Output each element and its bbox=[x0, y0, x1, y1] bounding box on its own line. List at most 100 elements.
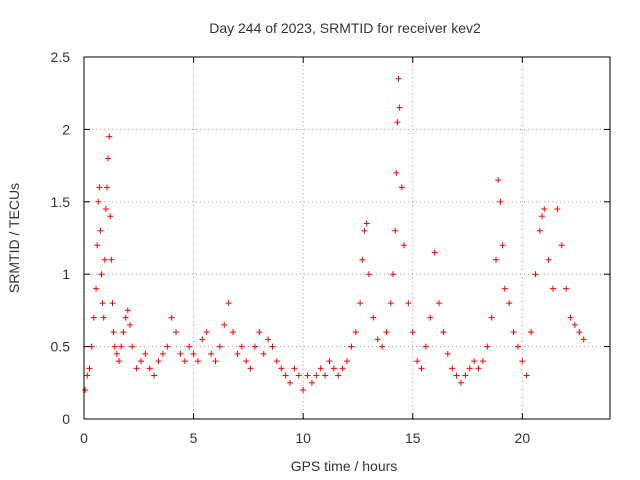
data-point bbox=[418, 365, 425, 372]
data-point bbox=[501, 285, 508, 292]
data-point bbox=[488, 314, 495, 321]
data-point bbox=[313, 372, 320, 379]
x-tick-label: 5 bbox=[190, 430, 198, 446]
data-point bbox=[374, 336, 381, 343]
data-point bbox=[484, 343, 491, 350]
data-point bbox=[109, 300, 116, 307]
data-point bbox=[287, 379, 294, 386]
data-point bbox=[194, 358, 201, 365]
data-point bbox=[427, 314, 434, 321]
data-point bbox=[238, 343, 245, 350]
data-point bbox=[394, 119, 401, 126]
data-point bbox=[393, 169, 400, 176]
data-point bbox=[554, 206, 561, 213]
data-point bbox=[462, 372, 469, 379]
data-point bbox=[113, 350, 120, 357]
x-tick-label: 20 bbox=[515, 430, 531, 446]
data-point bbox=[400, 242, 407, 249]
data-point bbox=[111, 343, 118, 350]
data-point bbox=[308, 379, 315, 386]
data-point bbox=[146, 365, 153, 372]
data-point bbox=[168, 314, 175, 321]
data-point bbox=[110, 329, 117, 336]
data-point bbox=[317, 365, 324, 372]
data-point bbox=[273, 358, 280, 365]
data-point bbox=[457, 379, 464, 386]
data-point bbox=[181, 358, 188, 365]
data-point bbox=[409, 329, 416, 336]
data-point bbox=[291, 365, 298, 372]
data-point bbox=[129, 343, 136, 350]
x-tick-label: 0 bbox=[80, 430, 88, 446]
data-point bbox=[571, 321, 578, 328]
data-point bbox=[278, 365, 285, 372]
data-point bbox=[122, 314, 129, 321]
chart-title: Day 244 of 2023, SRMTID for receiver kev… bbox=[209, 20, 481, 36]
data-point bbox=[495, 177, 502, 184]
data-point bbox=[466, 365, 473, 372]
data-point bbox=[436, 300, 443, 307]
data-point bbox=[101, 256, 108, 263]
data-point bbox=[339, 365, 346, 372]
data-point bbox=[95, 198, 102, 205]
data-point bbox=[203, 329, 210, 336]
data-point bbox=[265, 336, 272, 343]
data-point bbox=[199, 336, 206, 343]
data-point bbox=[155, 358, 162, 365]
grid-lines bbox=[84, 57, 610, 419]
data-point bbox=[221, 321, 228, 328]
data-point bbox=[330, 365, 337, 372]
data-point bbox=[396, 104, 403, 111]
y-tick-label: 1.5 bbox=[51, 194, 71, 210]
data-point bbox=[230, 329, 237, 336]
x-tick-label: 10 bbox=[295, 430, 311, 446]
data-point bbox=[493, 256, 500, 263]
data-point bbox=[348, 343, 355, 350]
data-point bbox=[379, 343, 386, 350]
data-point bbox=[96, 184, 103, 191]
data-point bbox=[102, 206, 109, 213]
data-point bbox=[335, 372, 342, 379]
data-point bbox=[398, 184, 405, 191]
data-point bbox=[142, 350, 149, 357]
data-point bbox=[105, 155, 112, 162]
data-point bbox=[576, 329, 583, 336]
data-point bbox=[475, 365, 482, 372]
data-point bbox=[567, 314, 574, 321]
data-point bbox=[251, 343, 258, 350]
data-point bbox=[506, 300, 513, 307]
data-point bbox=[558, 242, 565, 249]
data-point bbox=[471, 358, 478, 365]
data-point bbox=[536, 227, 543, 234]
data-point bbox=[100, 314, 107, 321]
data-point bbox=[370, 314, 377, 321]
data-point bbox=[225, 300, 232, 307]
data-point bbox=[99, 300, 106, 307]
data-point bbox=[395, 75, 402, 82]
data-point bbox=[86, 365, 93, 372]
data-point bbox=[422, 343, 429, 350]
data-point bbox=[269, 343, 276, 350]
x-tick-label: 15 bbox=[405, 430, 421, 446]
data-point bbox=[98, 271, 105, 278]
data-point bbox=[479, 358, 486, 365]
data-point bbox=[159, 350, 166, 357]
data-point bbox=[124, 307, 131, 314]
data-point bbox=[387, 300, 394, 307]
data-point bbox=[519, 358, 526, 365]
data-point bbox=[550, 285, 557, 292]
data-point bbox=[118, 343, 125, 350]
y-tick-label: 0.5 bbox=[51, 339, 71, 355]
data-point bbox=[453, 372, 460, 379]
data-point bbox=[326, 358, 333, 365]
data-point bbox=[304, 372, 311, 379]
data-point bbox=[151, 372, 158, 379]
data-point bbox=[282, 372, 289, 379]
data-point bbox=[93, 285, 100, 292]
data-point bbox=[361, 227, 368, 234]
data-point bbox=[390, 271, 397, 278]
data-point bbox=[392, 227, 399, 234]
y-tick-label: 0 bbox=[62, 411, 70, 427]
data-point bbox=[344, 358, 350, 365]
